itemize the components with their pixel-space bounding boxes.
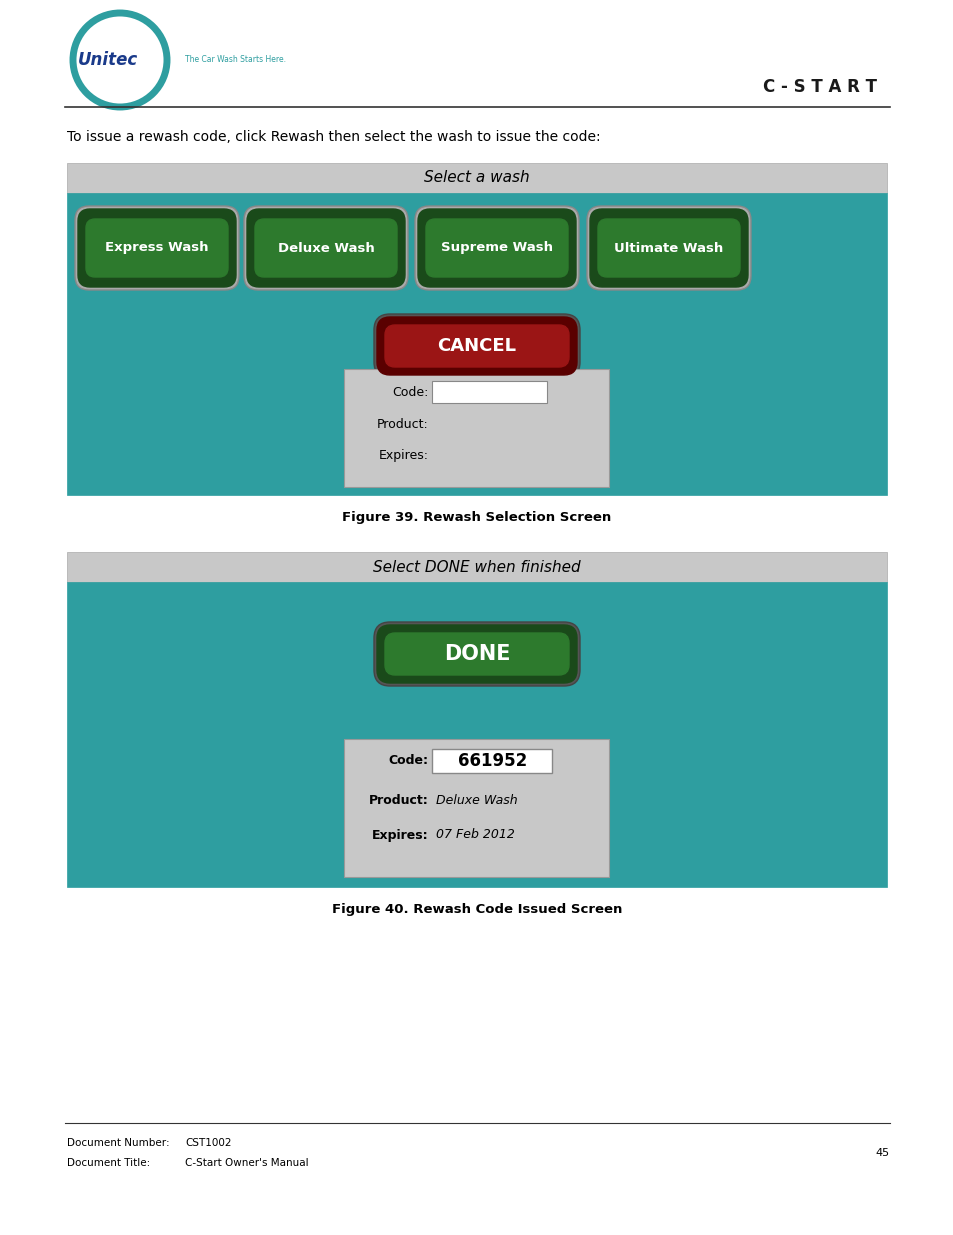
Bar: [67, 193, 886, 495]
FancyBboxPatch shape: [415, 206, 578, 290]
Text: Product:: Product:: [376, 417, 428, 431]
Text: Expires:: Expires:: [378, 448, 428, 462]
Bar: [67, 582, 886, 887]
Bar: [344, 369, 609, 487]
FancyBboxPatch shape: [376, 625, 577, 683]
Text: C - S T A R T: C - S T A R T: [762, 78, 876, 96]
Text: 07 Feb 2012: 07 Feb 2012: [436, 829, 515, 841]
Text: Select a wash: Select a wash: [424, 170, 529, 185]
Text: Code:: Code:: [388, 755, 428, 767]
Bar: [67, 552, 886, 582]
FancyBboxPatch shape: [244, 206, 408, 290]
FancyBboxPatch shape: [86, 219, 228, 277]
FancyBboxPatch shape: [376, 317, 577, 375]
Text: Figure 40. Rewash Code Issued Screen: Figure 40. Rewash Code Issued Screen: [332, 903, 621, 915]
Text: Code:: Code:: [392, 385, 428, 399]
Bar: [344, 739, 609, 877]
Text: Supreme Wash: Supreme Wash: [440, 242, 553, 254]
Text: Document Title:: Document Title:: [67, 1158, 150, 1168]
Text: To issue a rewash code, click Rewash then select the wash to issue the code:: To issue a rewash code, click Rewash the…: [67, 130, 600, 144]
FancyBboxPatch shape: [75, 206, 239, 290]
Text: Document Number:: Document Number:: [67, 1137, 170, 1149]
FancyBboxPatch shape: [589, 209, 747, 287]
FancyBboxPatch shape: [426, 219, 567, 277]
Text: Deluxe Wash: Deluxe Wash: [277, 242, 374, 254]
Text: Deluxe Wash: Deluxe Wash: [436, 794, 517, 808]
FancyBboxPatch shape: [374, 622, 579, 685]
Text: Express Wash: Express Wash: [105, 242, 209, 254]
Text: Ultimate Wash: Ultimate Wash: [614, 242, 723, 254]
FancyBboxPatch shape: [247, 209, 405, 287]
Bar: [432, 382, 547, 403]
Text: CANCEL: CANCEL: [437, 337, 516, 354]
Text: The Car Wash Starts Here.: The Car Wash Starts Here.: [185, 56, 286, 64]
Text: C-Start Owner's Manual: C-Start Owner's Manual: [185, 1158, 309, 1168]
Text: CST1002: CST1002: [185, 1137, 232, 1149]
Text: 661952: 661952: [457, 752, 527, 769]
FancyBboxPatch shape: [254, 219, 396, 277]
FancyBboxPatch shape: [78, 209, 235, 287]
Text: Figure 39. Rewash Selection Screen: Figure 39. Rewash Selection Screen: [342, 510, 611, 524]
Text: Select DONE when finished: Select DONE when finished: [373, 559, 580, 574]
FancyBboxPatch shape: [417, 209, 576, 287]
Text: DONE: DONE: [443, 643, 510, 664]
Text: 45: 45: [875, 1149, 889, 1158]
FancyBboxPatch shape: [385, 634, 568, 676]
FancyBboxPatch shape: [385, 325, 568, 367]
FancyBboxPatch shape: [374, 314, 579, 378]
FancyBboxPatch shape: [598, 219, 740, 277]
Bar: [432, 748, 552, 773]
FancyBboxPatch shape: [586, 206, 750, 290]
Text: Unitec: Unitec: [78, 51, 138, 69]
Text: Product:: Product:: [369, 794, 428, 808]
Text: Expires:: Expires:: [372, 829, 428, 841]
Bar: [67, 163, 886, 193]
